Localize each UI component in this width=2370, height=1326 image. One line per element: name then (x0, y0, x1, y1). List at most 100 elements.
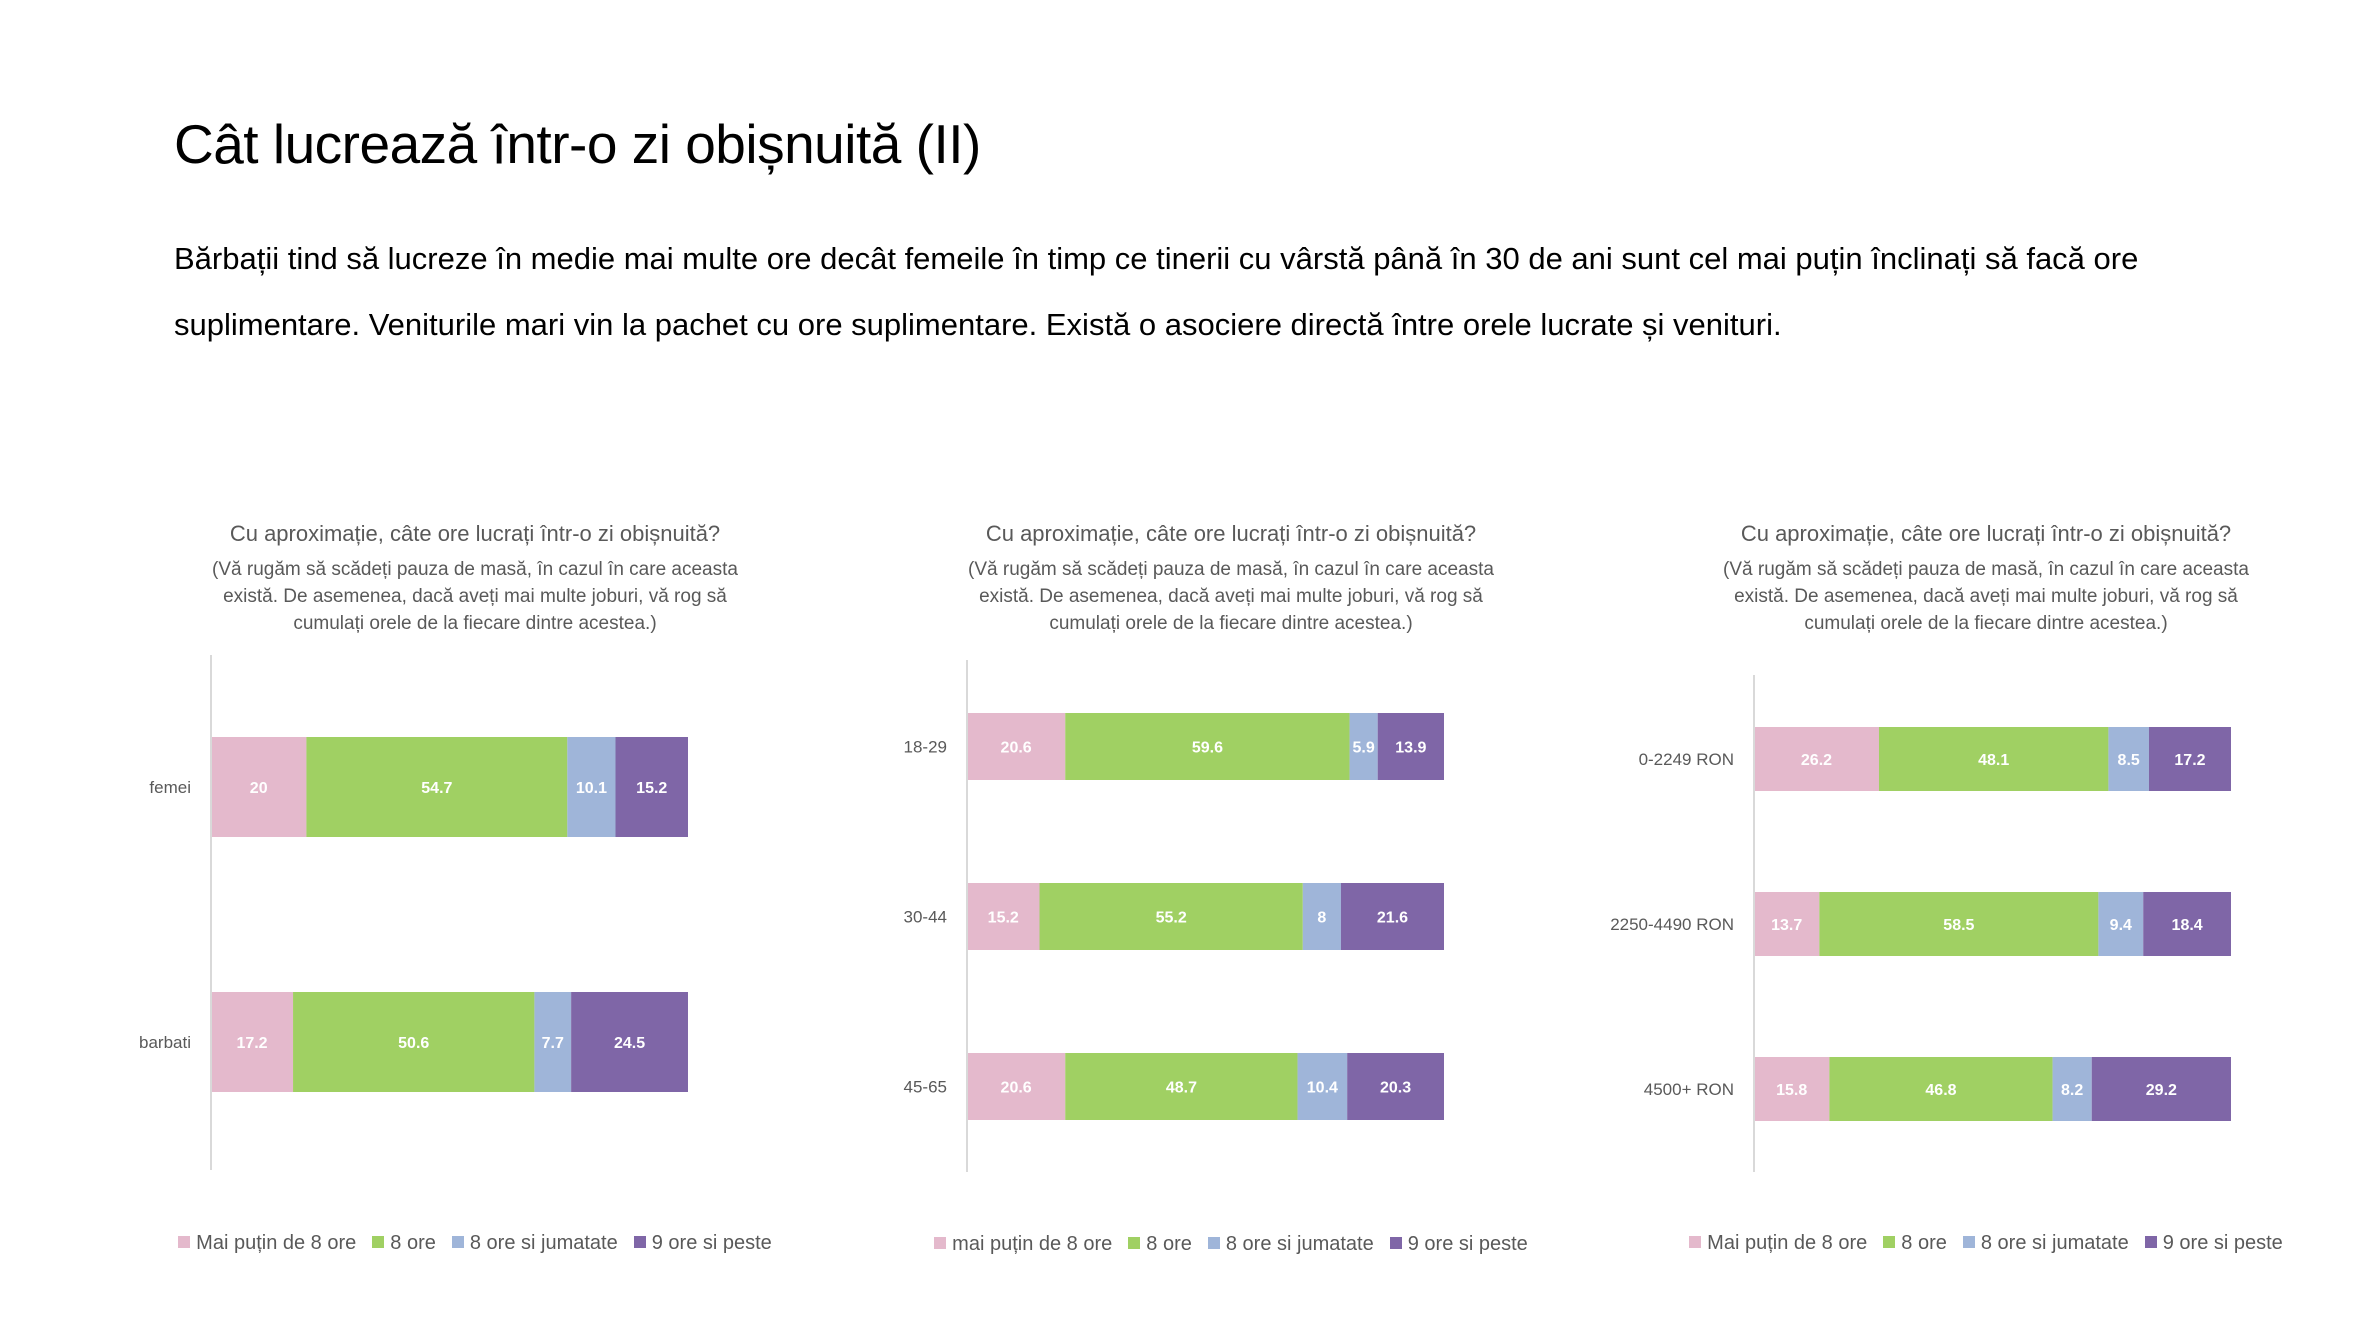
data-label: 5.9 (1353, 740, 1375, 757)
legend-label: 8 ore si jumatate (1225, 1233, 1374, 1255)
chart-subtitle-line: (Vă rugăm să scădeți pauza de masă, în c… (968, 559, 1494, 580)
data-label: 10.1 (576, 780, 607, 797)
data-label: 8.5 (2118, 752, 2140, 769)
data-label: 20.3 (1380, 1080, 1411, 1097)
chart-title: Cu aproximație, câte ore lucrați într-o … (985, 521, 1477, 546)
data-label: 50.6 (398, 1035, 429, 1052)
legend-item: mai puțin de 8 ore (934, 1233, 1112, 1256)
legend-swatch (372, 1236, 385, 1248)
chart-subtitle-line: există. De asemenea, dacă aveți mai mult… (1734, 586, 2238, 607)
data-label: 20.6 (1001, 740, 1032, 757)
category-label: 18-29 (904, 738, 947, 757)
data-label: 26.2 (1801, 752, 1832, 769)
bar-segment (293, 992, 535, 1092)
data-label: 13.7 (1771, 917, 1802, 934)
category-label: 4500+ RON (1644, 1080, 1734, 1099)
legend-swatch (1962, 1236, 1975, 1248)
bar-segment (2108, 727, 2149, 791)
data-label: 18.4 (2172, 917, 2203, 934)
bar-segment (2091, 1057, 2231, 1121)
chart-subtitle-line: cumulați orele de la fiecare dintre aces… (293, 613, 657, 634)
bar-segment (534, 992, 572, 1092)
legend-label: 9 ore si peste (651, 1232, 772, 1254)
data-label: 48.1 (1978, 752, 2009, 769)
legend-label: 8 ore (1901, 1232, 1947, 1254)
bar-segment (967, 883, 1040, 950)
category-label: 2250-4490 RON (1610, 915, 1734, 934)
legend-label: 8 ore (1146, 1233, 1192, 1255)
bar-segment (1878, 727, 2109, 791)
chart-plot-area: 20.6 59.6 5.9 13.9 18-29 15.2 55.2 8 21.6 30-44 20… (904, 660, 1444, 1172)
bar-segment (1819, 892, 2099, 956)
bar-segment (2148, 727, 2231, 791)
legend-swatch (178, 1236, 191, 1248)
bar-segment (615, 737, 688, 837)
legend-swatch (2144, 1236, 2157, 1248)
legend-swatch (1883, 1236, 1896, 1248)
data-label: 58.5 (1943, 917, 1974, 934)
data-label: 15.2 (988, 910, 1019, 927)
legend-label: mai puțin de 8 ore (952, 1233, 1113, 1255)
chart-by-income: Cu aproximație, câte ore lucrați într-o … (1606, 520, 2366, 1270)
legend-swatch (451, 1236, 464, 1248)
data-label: 10.4 (1307, 1080, 1338, 1097)
legend-label: 8 ore si jumatate (1980, 1232, 2129, 1254)
legend-swatch (934, 1237, 947, 1249)
legend-swatch (633, 1236, 646, 1248)
legend-label: Mai puțin de 8 ore (196, 1232, 357, 1254)
legend-item: Mai puțin de 8 ore (1689, 1232, 1867, 1255)
chart-by-age: Cu aproximație, câte ore lucrați într-o … (851, 520, 1611, 1270)
chart-plot-area: 26.2 48.1 8.5 17.2 0-2249 RON 13.7 58.5 9.4 18.4… (1610, 675, 2231, 1172)
legend-item: 8 ore si jumatate (1962, 1232, 2129, 1255)
category-label: 0-2249 RON (1639, 750, 1734, 769)
chart-subtitle-line: cumulați orele de la fiecare dintre aces… (1804, 613, 2168, 634)
bar-segment (1302, 883, 1341, 950)
bar-segment (1065, 713, 1350, 780)
legend-item: 8 ore (1128, 1233, 1192, 1256)
legend-item: 9 ore si peste (2144, 1232, 2283, 1255)
bar-segment (967, 1053, 1066, 1120)
data-label: 8.2 (2061, 1082, 2083, 1099)
category-label: 45-65 (904, 1078, 947, 1097)
chart-plot-area: 20 54.7 10.1 15.2 femei 17.2 50.6 7.7 24.5 barbat… (139, 655, 688, 1170)
data-label: 13.9 (1395, 740, 1426, 757)
chart-subtitle: (Vă rugăm să scădeți pauza de masă, în c… (1606, 556, 2366, 637)
data-label: 17.2 (236, 1035, 267, 1052)
legend-swatch (1207, 1237, 1220, 1249)
legend-item: Mai puțin de 8 ore (178, 1232, 356, 1255)
legend-label: 8 ore si jumatate (469, 1232, 618, 1254)
data-label: 20 (250, 780, 268, 797)
category-label: 30-44 (904, 908, 947, 927)
bar-segment (1349, 713, 1378, 780)
legend-swatch (1689, 1236, 1702, 1248)
bar-segment (2098, 892, 2144, 956)
bar-segment (1754, 1057, 1830, 1121)
data-label: 17.2 (2174, 752, 2205, 769)
bar-segment (306, 737, 568, 837)
bar-segment (1297, 1053, 1348, 1120)
chart-subtitle-line: există. De asemenea, dacă aveți mai mult… (979, 586, 1483, 607)
data-label: 15.2 (636, 780, 667, 797)
category-label: barbati (139, 1033, 191, 1052)
chart-title: Cu aproximație, câte ore lucrați într-o … (229, 521, 721, 546)
data-label: 21.6 (1377, 910, 1408, 927)
bar-segment (567, 737, 616, 837)
legend-item: 9 ore si peste (1389, 1233, 1528, 1256)
bar-segment (2052, 1057, 2092, 1121)
chart-subtitle-line: (Vă rugăm să scădeți pauza de masă, în c… (212, 559, 738, 580)
data-label: 9.4 (2110, 917, 2132, 934)
data-label: 46.8 (1925, 1082, 1956, 1099)
data-label: 55.2 (1156, 910, 1187, 927)
legend-label: 9 ore si peste (2162, 1232, 2283, 1254)
bar-segment (1754, 892, 1820, 956)
chart-title: Cu aproximație, câte ore lucrați într-o … (1740, 521, 2232, 546)
legend-label: 9 ore si peste (1407, 1233, 1528, 1255)
chart-legend: Mai puțin de 8 ore 8 ore 8 ore si jumatate… (1606, 1232, 2366, 1255)
bar-segment (2143, 892, 2231, 956)
data-label: 15.8 (1776, 1082, 1807, 1099)
data-label: 8 (1317, 910, 1326, 927)
chart-by-gender: Cu aproximație, câte ore lucrați într-o … (95, 520, 855, 1270)
bar-segment (967, 713, 1066, 780)
bar-segment (1347, 1053, 1444, 1120)
bar-segment (1039, 883, 1303, 950)
